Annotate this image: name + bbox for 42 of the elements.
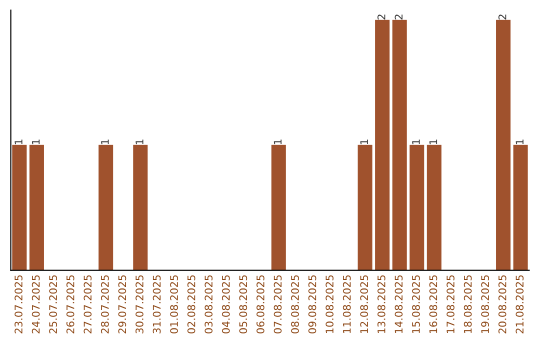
x-tick-label: 11.08.2025 [342,275,351,333]
x-tick-label: 29.07.2025 [118,275,126,334]
x-tick-label: 31.07.2025 [152,275,161,334]
x-tick-label: 25.07.2025 [49,275,58,334]
x-tick-label: 28.07.2025 [100,275,109,334]
x-tick-label: 05.08.2025 [239,275,248,334]
x-tick-label: 21.08.2025 [516,275,524,334]
x-tick-label: 27.07.2025 [84,275,92,334]
x-tick-label: 13.08.2025 [377,275,386,333]
x-tick-label: 19.08.2025 [481,275,490,333]
data-label: 1 [32,140,40,144]
x-tick-label: 03.08.2025 [204,275,213,334]
x-tick-label: 15.08.2025 [412,275,420,333]
data-label: 2 [498,14,506,20]
x-tick-label: 02.08.2025 [187,275,196,334]
x-tick-label: 30.07.2025 [136,275,144,334]
data-label: 1 [412,140,420,144]
x-tick-label: 24.07.2025 [32,275,40,334]
data-label: 1 [136,140,144,144]
x-tick-label: 20.08.2025 [498,275,506,334]
x-tick-label: 14.08.2025 [394,275,403,333]
data-label: 2 [394,14,402,20]
x-tick-label: 18.08.2025 [464,275,472,333]
x-tick-label: 17.08.2025 [446,275,454,333]
data-label: 1 [429,140,438,144]
x-tick-label: 10.08.2025 [326,275,334,333]
x-tick-label: 16.08.2025 [429,275,438,333]
x-tick-label: 04.08.2025 [222,275,230,334]
x-tick-label: 23.07.2025 [14,275,22,334]
data-label: 1 [360,140,368,144]
x-tick-label: 06.08.2025 [256,275,264,334]
data-label: 1 [274,140,282,144]
x-tick-label: 09.08.2025 [308,275,316,334]
data-label: 1 [14,140,22,144]
x-tick-label: 01.08.2025 [170,275,178,334]
x-tick-label: 07.08.2025 [274,275,282,334]
data-label: 1 [516,140,524,144]
data-label: 2 [377,14,386,20]
x-tick-label: 12.08.2025 [360,275,368,333]
x-tick-label: 08.08.2025 [291,275,299,334]
x-tick-label: 26.07.2025 [66,275,74,334]
data-label: 1 [101,140,109,144]
